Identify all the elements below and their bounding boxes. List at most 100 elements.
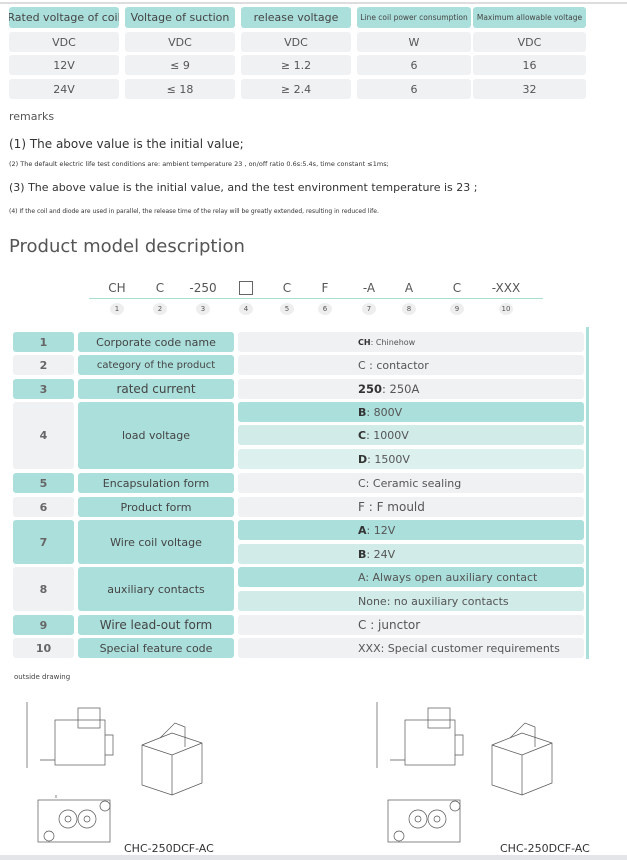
option-value: XXX: Special customer requirements [238,638,584,658]
placeholder-box [239,281,253,295]
option-text: C : junctor [358,618,421,632]
table-cell: ≤ 18 [125,79,235,99]
table-cell: ≥ 1.2 [241,55,351,75]
option-value: None: no auxiliary contacts [238,591,584,611]
option-text: : 1500V [367,452,410,466]
row-number: 2 [13,355,74,375]
option-value: A: 12V [238,520,584,540]
option-value: 250: 250A [238,379,584,399]
drawing-caption-left: CHC-250DCF-AC [124,842,214,855]
option-text: C: Ceramic sealing [358,476,462,490]
table-cell: 16 [473,55,586,75]
drawing-left [26,702,203,843]
code-underline [89,298,543,299]
position-number: 9 [450,303,464,315]
option-text: : Chinehow [370,337,416,347]
option-value: B: 800V [238,402,584,422]
option-text: : 12V [366,523,396,537]
remarks-title: remarks [9,110,55,123]
table-cell: ≤ 9 [125,55,235,75]
model-code-2: C [155,281,165,295]
option-value: C : junctor [238,615,584,635]
option-value: C: 1000V [238,425,584,445]
option-text: : 800V [366,405,403,419]
row-number: 5 [13,473,74,493]
option-value: D: 1500V [238,449,584,469]
table-cell: 6 [357,79,471,99]
position-number: 6 [318,303,332,315]
option-text: : 1000V [366,428,409,442]
table-cell: VDC [241,32,351,52]
row-name: Corporate code name [78,332,234,352]
position-number: 2 [153,303,167,315]
row-name: Special feature code [78,638,234,658]
row-number: 4 [13,402,74,469]
table-cell: VDC [473,32,586,52]
position-number: 4 [239,303,253,315]
model-code-7: -A [362,281,376,295]
drawing-title: outside drawing [14,673,71,681]
page-title: Product model description [9,236,245,257]
option-text: : 250A [382,382,420,396]
option-text: C : contactor [358,358,429,372]
row-name: category of the product [78,355,234,375]
row-number: 1 [13,332,74,352]
row-number: 6 [13,497,74,517]
option-key: CH [358,337,371,347]
option-value: A: Always open auxiliary contact [238,567,584,587]
model-code-6: F [321,281,329,295]
row-number: 3 [13,379,74,399]
row-name: Wire coil voltage [78,520,234,564]
option-key: A [358,523,367,537]
position-number: 3 [196,303,210,315]
option-value: C : contactor [238,355,584,375]
model-code-3: -250 [189,281,217,295]
model-code-9: C [452,281,462,295]
table-cell: 6 [357,55,471,75]
table-cell: 24V [9,79,119,99]
table-cell: VDC [125,32,235,52]
position-number: 10 [499,303,513,315]
column-header: Line coil power consumption [357,7,471,28]
column-header: Rated voltage of coil [9,7,119,28]
position-number: 5 [280,303,294,315]
row-name: load voltage [78,402,234,469]
scrollbar[interactable] [586,327,589,659]
table-cell: 12V [9,55,119,75]
column-header: Maximum allowable voltage [473,7,586,28]
row-name: rated current [78,379,234,399]
table-cell: 32 [473,79,586,99]
row-number: 10 [13,638,74,658]
drawing-caption-right: CHC-250DCF-AC [500,842,590,855]
row-number: 8 [13,567,74,611]
outside-drawing [26,702,553,843]
option-key: D [358,452,368,466]
option-key: B [358,547,367,561]
remark-2: (2) The default electric life test condi… [9,160,389,168]
remark-3: (3) The above value is the initial value… [9,181,478,194]
option-key: B [358,405,367,419]
option-value: B: 24V [238,544,584,564]
row-name: Wire lead-out form [78,615,234,635]
row-name: auxiliary contacts [78,567,234,611]
position-number: 1 [110,303,124,315]
model-code-5: C [282,281,292,295]
option-value: CH: Chinehow [238,332,584,352]
column-header: Voltage of suction [125,7,235,28]
remark-4: (4) If the coil and diode are used in pa… [9,208,379,215]
option-key: C [358,428,367,442]
table-cell: W [357,32,471,52]
row-number: 9 [13,615,74,635]
row-name: Product form [78,497,234,517]
option-text: : 24V [366,547,396,561]
row-name: Encapsulation form [78,473,234,493]
option-text: A: Always open auxiliary contact [358,570,538,584]
drawing-right [376,702,553,843]
model-code-10: -XXX [491,281,521,295]
option-value: C: Ceramic sealing [238,473,584,493]
remark-1: (1) The above value is the initial value… [9,137,244,151]
option-key: 250 [358,382,383,396]
position-number: 8 [402,303,416,315]
option-text: F : F mould [358,500,425,514]
position-number: 7 [362,303,376,315]
